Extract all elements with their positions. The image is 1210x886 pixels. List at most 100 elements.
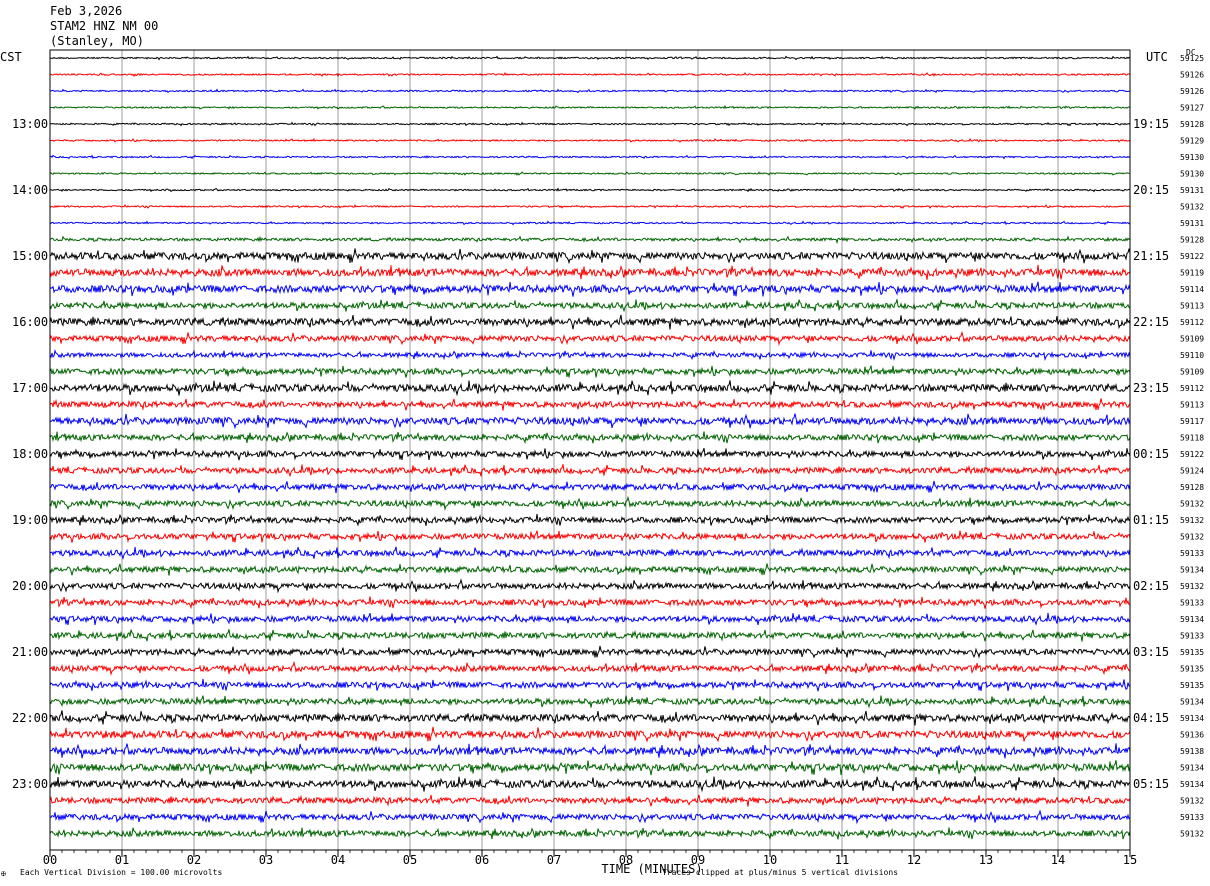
dc-label: DC xyxy=(1186,48,1196,57)
cst-hour-label: 23:00 xyxy=(12,777,48,791)
axis-labels: 59125 59126 59126 59127 59128 59129 59130 59130… xyxy=(12,54,1204,876)
seismic-trace xyxy=(49,154,1131,160)
grid-lines xyxy=(49,49,1131,857)
seismic-trace xyxy=(49,464,1131,478)
seismic-trace xyxy=(49,513,1131,527)
dc-offset-label: 59134 xyxy=(1180,566,1204,575)
seismic-trace xyxy=(49,88,1131,94)
utc-hour-label: 19:15 xyxy=(1133,117,1169,131)
utc-hour-label: 04:15 xyxy=(1133,711,1169,725)
cst-hour-label: 22:00 xyxy=(12,711,48,725)
corner-mark: ✠ xyxy=(1,869,6,878)
dc-offset-label: 59134 xyxy=(1180,698,1204,707)
dc-offset-label: 59117 xyxy=(1180,417,1204,426)
x-tick-label: 07 xyxy=(547,853,561,867)
utc-hour-label: 20:15 xyxy=(1133,183,1169,197)
seismic-trace xyxy=(49,413,1131,430)
cst-hour-label: 13:00 xyxy=(12,117,48,131)
seismic-trace xyxy=(49,330,1131,346)
cst-hour-label: 21:00 xyxy=(12,645,48,659)
dc-offset-label: 59130 xyxy=(1180,153,1204,162)
seismic-trace xyxy=(49,546,1131,560)
dc-offset-label: 59112 xyxy=(1180,384,1204,393)
seismic-trace xyxy=(49,776,1131,793)
utc-hour-label: 02:15 xyxy=(1133,579,1169,593)
dc-offset-label: 59132 xyxy=(1180,516,1204,525)
utc-hour-label: 21:15 xyxy=(1133,249,1169,263)
cst-hour-label: 16:00 xyxy=(12,315,48,329)
seismic-trace xyxy=(49,695,1131,709)
x-tick-label: 09 xyxy=(691,853,705,867)
seismic-trace xyxy=(49,55,1131,61)
seismic-trace xyxy=(49,187,1131,193)
seismic-trace xyxy=(49,794,1131,807)
seismic-trace xyxy=(49,203,1131,209)
dc-offset-label: 59114 xyxy=(1180,285,1204,294)
dc-offset-label: 59135 xyxy=(1180,648,1204,657)
x-tick-label: 14 xyxy=(1051,853,1065,867)
seismic-trace xyxy=(49,171,1131,176)
x-tick-label: 00 xyxy=(43,853,57,867)
dc-offset-label: 59135 xyxy=(1180,665,1204,674)
seismic-trace xyxy=(49,645,1131,659)
seismic-trace xyxy=(49,72,1131,78)
seismic-trace xyxy=(49,220,1131,226)
header-location: (Stanley, MO) xyxy=(50,34,144,48)
x-tick-label: 12 xyxy=(907,853,921,867)
plot-frame xyxy=(49,49,1131,851)
dc-offset-label: 59127 xyxy=(1180,104,1204,113)
dc-offset-label: 59132 xyxy=(1180,830,1204,839)
dc-offset-label: 59122 xyxy=(1180,252,1204,261)
x-axis-title: TIME (MINUTES) xyxy=(601,862,702,876)
x-tick-label: 15 xyxy=(1123,853,1137,867)
utc-hour-label: 03:15 xyxy=(1133,645,1169,659)
x-tick-label: 02 xyxy=(187,853,201,867)
seismic-trace xyxy=(50,137,1131,143)
seismic-trace xyxy=(49,480,1131,494)
dc-offset-label: 59109 xyxy=(1180,368,1204,377)
seismic-trace xyxy=(49,809,1131,825)
dc-offset-label: 59132 xyxy=(1180,582,1204,591)
dc-offset-label: 59138 xyxy=(1180,747,1204,756)
seismic-trace xyxy=(49,563,1131,577)
dc-offset-label: 59125 xyxy=(1180,54,1204,63)
seismic-trace xyxy=(49,431,1131,445)
x-tick-label: 04 xyxy=(331,853,345,867)
seismic-trace xyxy=(49,612,1131,626)
seismic-trace xyxy=(49,248,1131,265)
cst-hour-label: 17:00 xyxy=(12,381,48,395)
seismic-trace xyxy=(49,660,1131,676)
dc-offset-label: 59133 xyxy=(1180,599,1204,608)
x-tick-label: 11 xyxy=(835,853,849,867)
dc-offset-label: 59128 xyxy=(1180,483,1204,492)
x-tick-label: 01 xyxy=(115,853,129,867)
seismic-trace xyxy=(49,235,1131,245)
dc-offset-label: 59126 xyxy=(1180,71,1204,80)
dc-offset-label: 59131 xyxy=(1180,219,1204,228)
dc-offset-label: 59129 xyxy=(1180,137,1204,146)
dc-offset-label: 59126 xyxy=(1180,87,1204,96)
utc-hour-label: 05:15 xyxy=(1133,777,1169,791)
x-tick-label: 08 xyxy=(619,853,633,867)
seismic-trace xyxy=(49,710,1131,726)
dc-offset-label: 59131 xyxy=(1180,186,1204,195)
left-axis-label: CST xyxy=(0,50,22,64)
seismic-trace xyxy=(49,365,1131,378)
dc-offset-label: 59132 xyxy=(1180,203,1204,212)
cst-hour-label: 15:00 xyxy=(12,249,48,263)
dc-offset-label: 59132 xyxy=(1180,500,1204,509)
seismic-trace xyxy=(49,104,1131,110)
x-tick-label: 10 xyxy=(763,853,777,867)
seismic-trace xyxy=(49,629,1131,642)
dc-offset-label: 59134 xyxy=(1180,714,1204,723)
header-station: STAM2 HNZ NM 00 xyxy=(50,19,159,33)
dc-offset-label: 59112 xyxy=(1180,318,1204,327)
dc-offset-label: 59119 xyxy=(1180,269,1204,278)
seismic-trace xyxy=(49,314,1131,330)
seismic-trace xyxy=(49,121,1131,127)
seismic-trace xyxy=(49,281,1131,297)
seismic-trace xyxy=(49,578,1131,594)
seismic-trace xyxy=(49,726,1131,743)
dc-offset-label: 59130 xyxy=(1180,170,1204,179)
